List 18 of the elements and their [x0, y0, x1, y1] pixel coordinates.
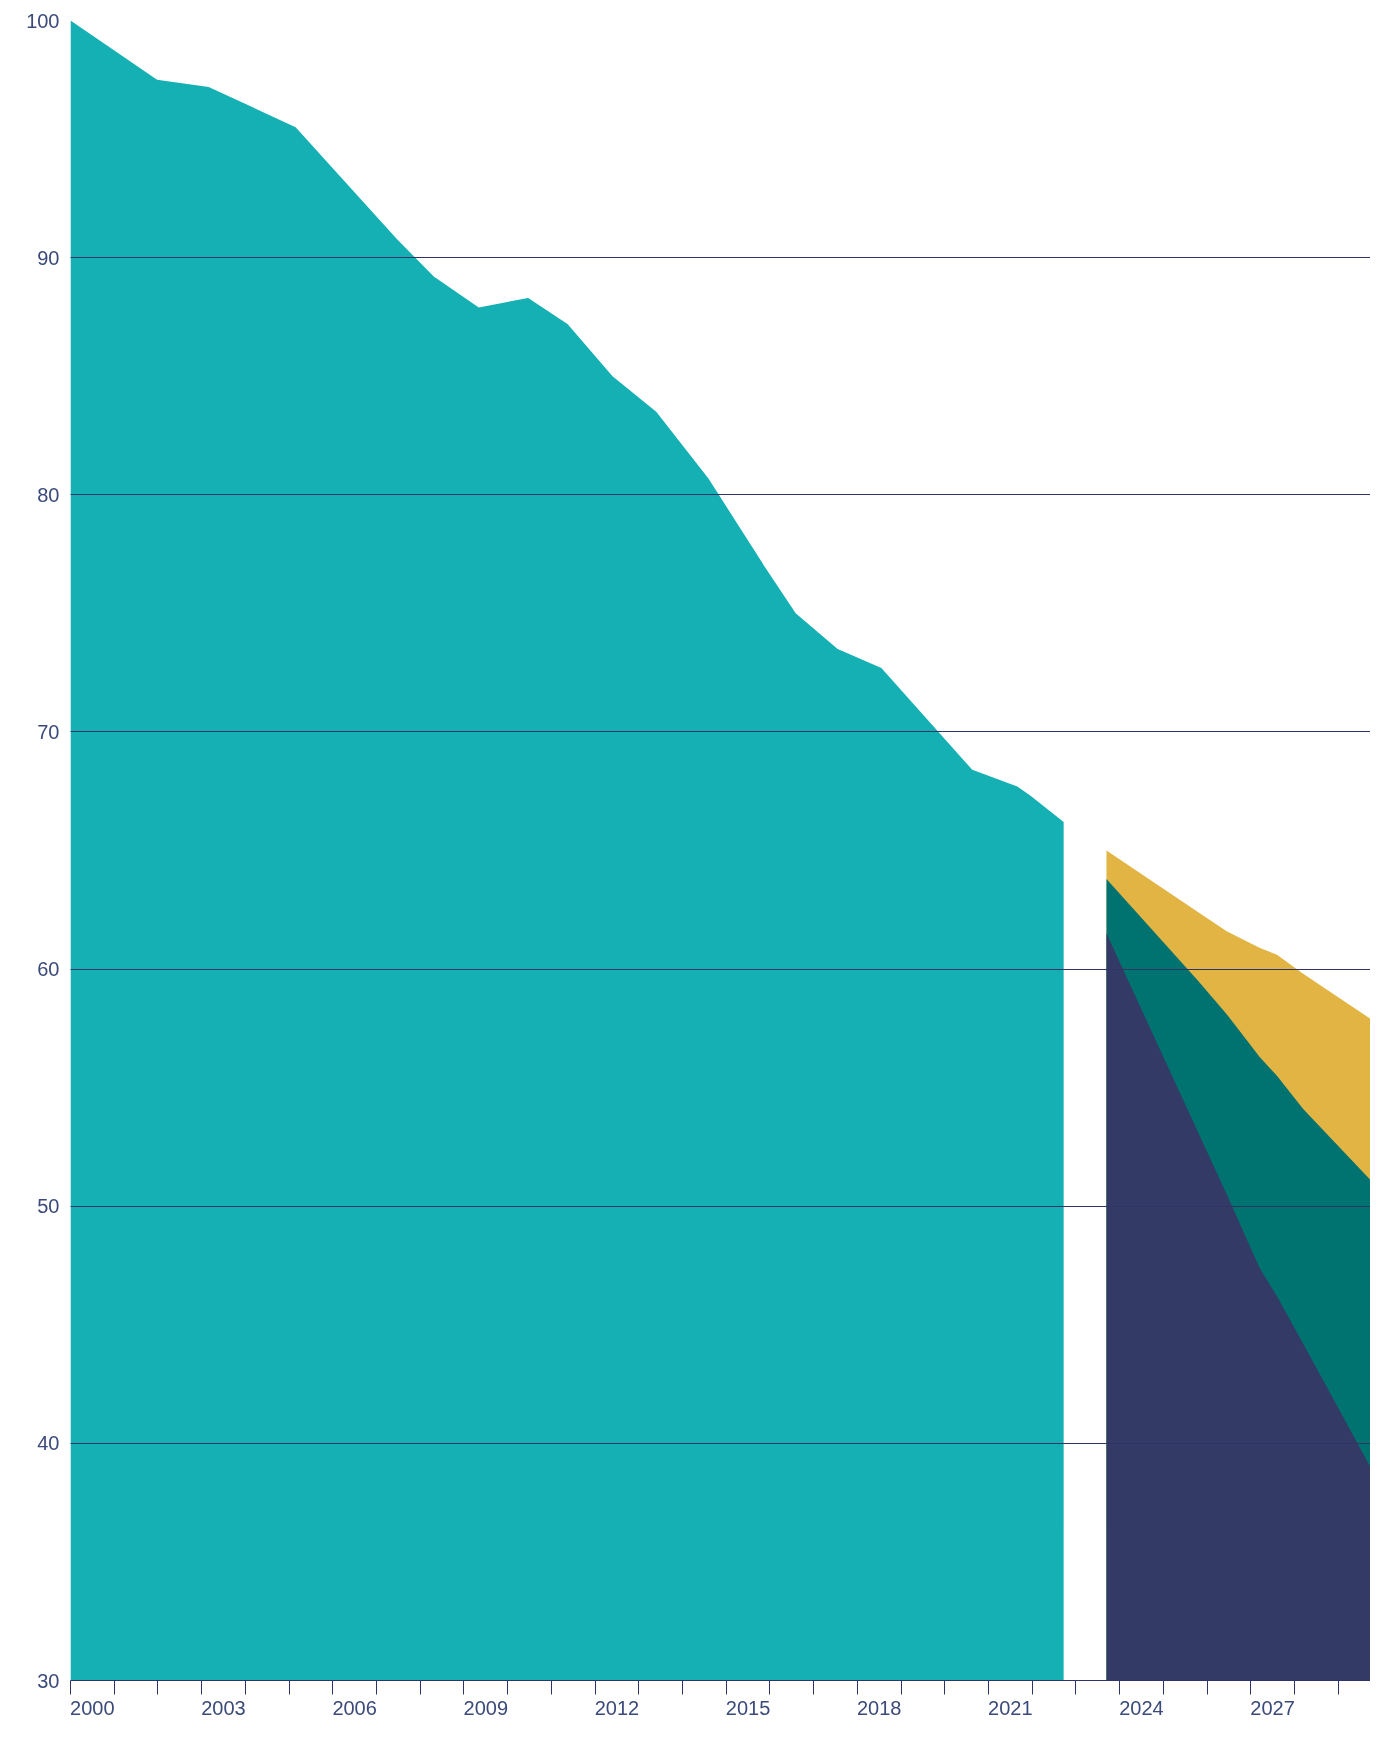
y-tick-label: 40	[37, 1432, 60, 1455]
y-tick-label: 50	[37, 1195, 60, 1218]
y-tick-label: 30	[37, 1669, 60, 1692]
x-tick-label: 2009	[463, 1696, 509, 1719]
x-tick-label: 2003	[201, 1696, 246, 1719]
x-tick-label: 2012	[594, 1696, 640, 1719]
y-tick-label: 80	[37, 483, 60, 506]
x-tick-label: 2027	[1250, 1696, 1295, 1719]
x-tick-label: 2024	[1119, 1696, 1164, 1719]
y-tick-label: 60	[37, 958, 60, 981]
x-tick-label: 2018	[856, 1696, 902, 1719]
x-tick-label: 2015	[725, 1696, 771, 1719]
y-tick-label: 70	[37, 720, 60, 743]
y-tick-label: 100	[26, 9, 60, 32]
y-tick-label: 90	[37, 246, 60, 269]
x-tick-label: 2021	[988, 1696, 1033, 1719]
x-tick-label: 2000	[70, 1696, 115, 1719]
x-tick-label: 2006	[332, 1696, 377, 1719]
